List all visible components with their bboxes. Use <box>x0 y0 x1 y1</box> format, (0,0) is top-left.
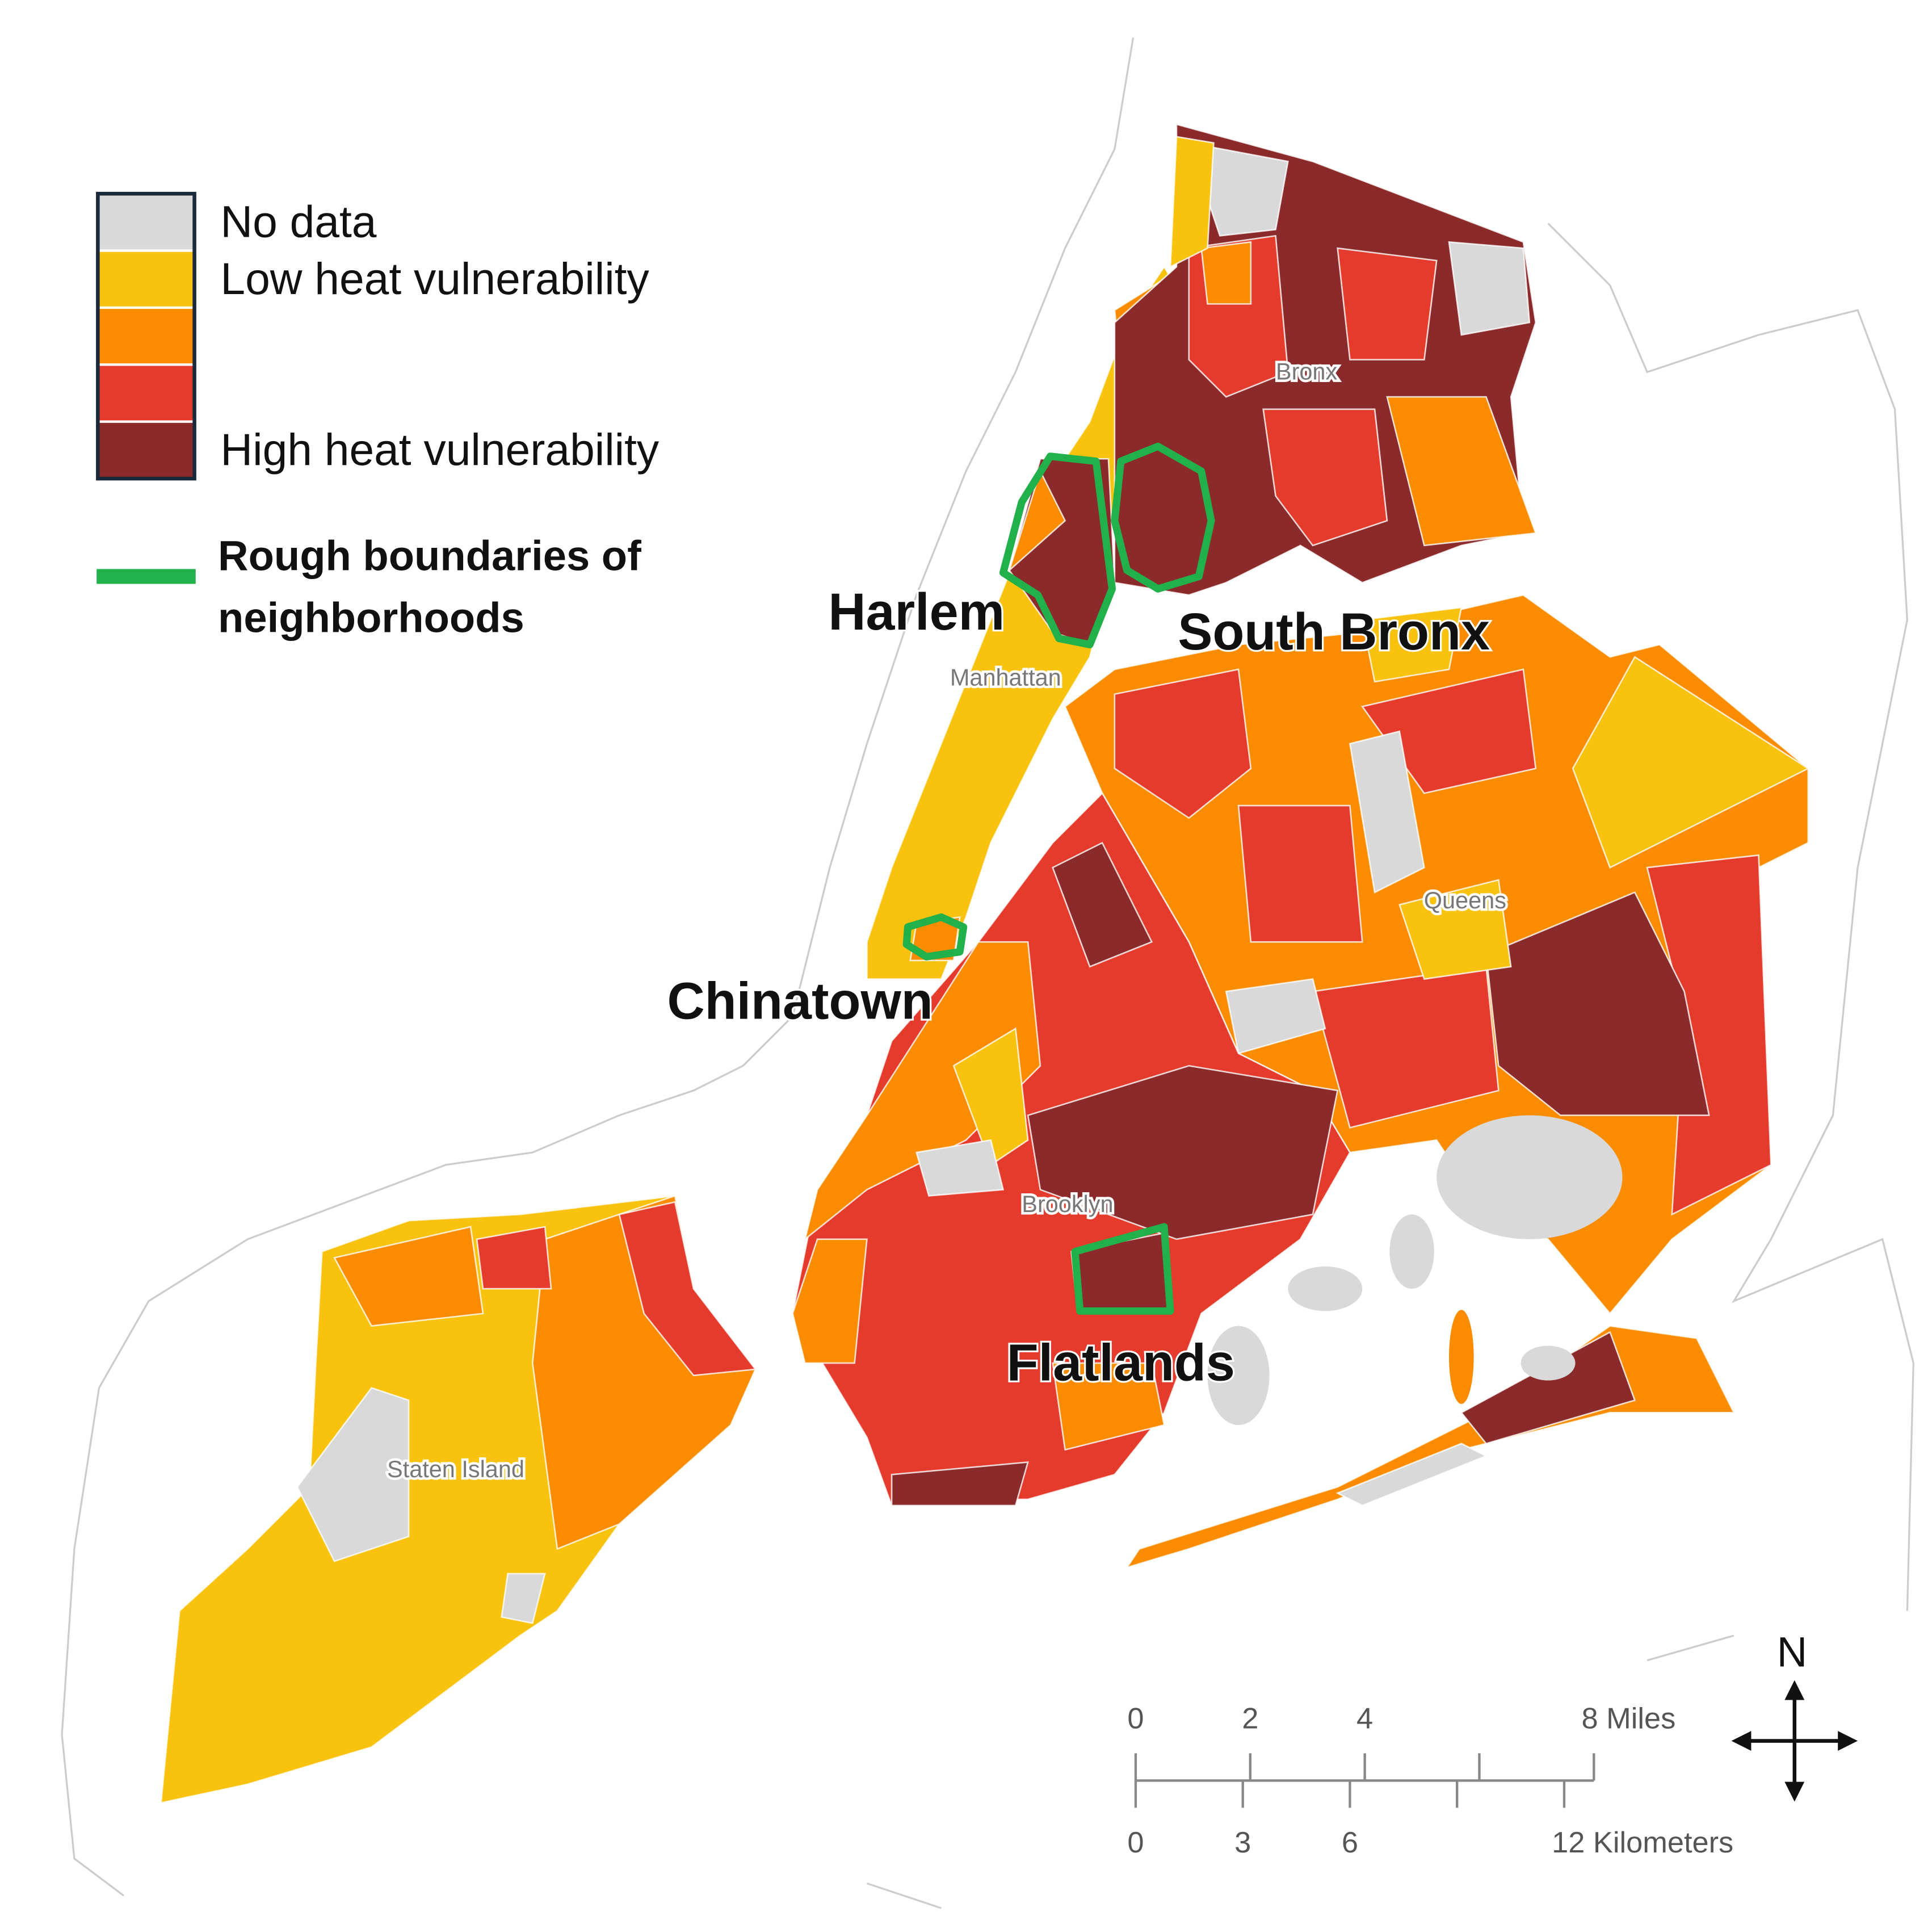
neighborhood-label: Harlem <box>828 583 1005 641</box>
neighborhood-label: Chinatown <box>667 972 933 1030</box>
neighborhood-label: Flatlands <box>1007 1334 1235 1392</box>
scale-label: 8 Miles <box>1581 1703 1675 1735</box>
scale-bar: 0 2 4 8 Miles 0 3 6 12 Kilometers <box>1127 1703 1733 1859</box>
airport <box>1437 1115 1623 1239</box>
region <box>333 1226 484 1327</box>
south-bronx-outline <box>1111 442 1215 593</box>
borough-label: Brooklyn <box>1022 1190 1113 1217</box>
island <box>1521 1345 1576 1381</box>
legend-swatch <box>99 366 194 421</box>
legend-boundary-label: neighborhoods <box>218 594 524 642</box>
region <box>1200 241 1252 305</box>
island <box>1449 1310 1474 1404</box>
legend: No data Low heat vulnerability High heat v… <box>96 191 660 642</box>
region <box>1027 1064 1339 1240</box>
region <box>1349 730 1425 894</box>
legend-swatch <box>99 251 194 307</box>
scale-label: 0 <box>1127 1703 1144 1735</box>
region <box>1485 891 1710 1116</box>
region <box>1386 396 1537 547</box>
region <box>1335 1443 1488 1507</box>
compass: N <box>1731 1629 1858 1802</box>
borough-label: Staten Island <box>387 1456 524 1482</box>
region <box>1337 247 1438 360</box>
region <box>1361 606 1463 683</box>
neighborhood-outlines <box>902 442 1215 1315</box>
region <box>1572 656 1810 869</box>
region <box>1237 804 1363 943</box>
legend-label: High heat vulnerability <box>220 425 660 475</box>
compass-cross <box>1738 1687 1850 1795</box>
chinatown-outline <box>902 913 968 961</box>
compass-label: N <box>1777 1629 1808 1676</box>
scale-label: 3 <box>1234 1826 1251 1859</box>
region <box>1398 879 1512 980</box>
region <box>891 1461 1029 1507</box>
island <box>1288 1266 1363 1311</box>
legend-swatch <box>99 195 194 250</box>
legend-frame <box>96 191 196 481</box>
region <box>476 1226 552 1290</box>
scale-label: 0 <box>1127 1826 1144 1859</box>
region <box>1262 408 1388 547</box>
borough-label: Queens <box>1424 887 1506 913</box>
region <box>1007 469 1066 573</box>
scale-label: 6 <box>1342 1826 1358 1859</box>
borough-label: Manhattan <box>950 664 1061 690</box>
region <box>1052 1362 1165 1451</box>
scale-label: 12 Kilometers <box>1552 1826 1733 1859</box>
region <box>531 1194 757 1550</box>
boroughs <box>160 123 1810 1804</box>
legend-label: No data <box>220 197 376 247</box>
region <box>618 1201 757 1377</box>
borough-label: Bronx <box>1276 358 1338 384</box>
region <box>1114 668 1252 819</box>
region <box>1169 136 1215 269</box>
flatlands-outline <box>1071 1223 1174 1315</box>
region <box>296 1387 410 1562</box>
legend-label: Low heat vulnerability <box>220 254 649 304</box>
region <box>1225 978 1326 1055</box>
legend-swatch <box>99 422 194 477</box>
island <box>1389 1214 1434 1289</box>
region <box>915 1139 1005 1197</box>
labels: Bronx Manhattan Queens Brooklyn Staten I… <box>385 355 1509 1485</box>
scale-label: 4 <box>1356 1703 1373 1735</box>
region <box>804 941 1041 1242</box>
harlem-outline <box>999 452 1116 648</box>
legend-boundary-label: Rough boundaries of <box>218 533 641 580</box>
island <box>1207 1326 1270 1426</box>
region <box>501 1573 546 1624</box>
region <box>952 1027 1029 1166</box>
region <box>1052 841 1153 968</box>
region <box>792 1238 868 1364</box>
region <box>1448 241 1531 336</box>
neighborhood-label: South Bronx <box>1178 603 1490 661</box>
scale-label: 2 <box>1242 1703 1258 1735</box>
legend-swatch <box>99 309 194 364</box>
coastlines <box>61 37 1914 1909</box>
